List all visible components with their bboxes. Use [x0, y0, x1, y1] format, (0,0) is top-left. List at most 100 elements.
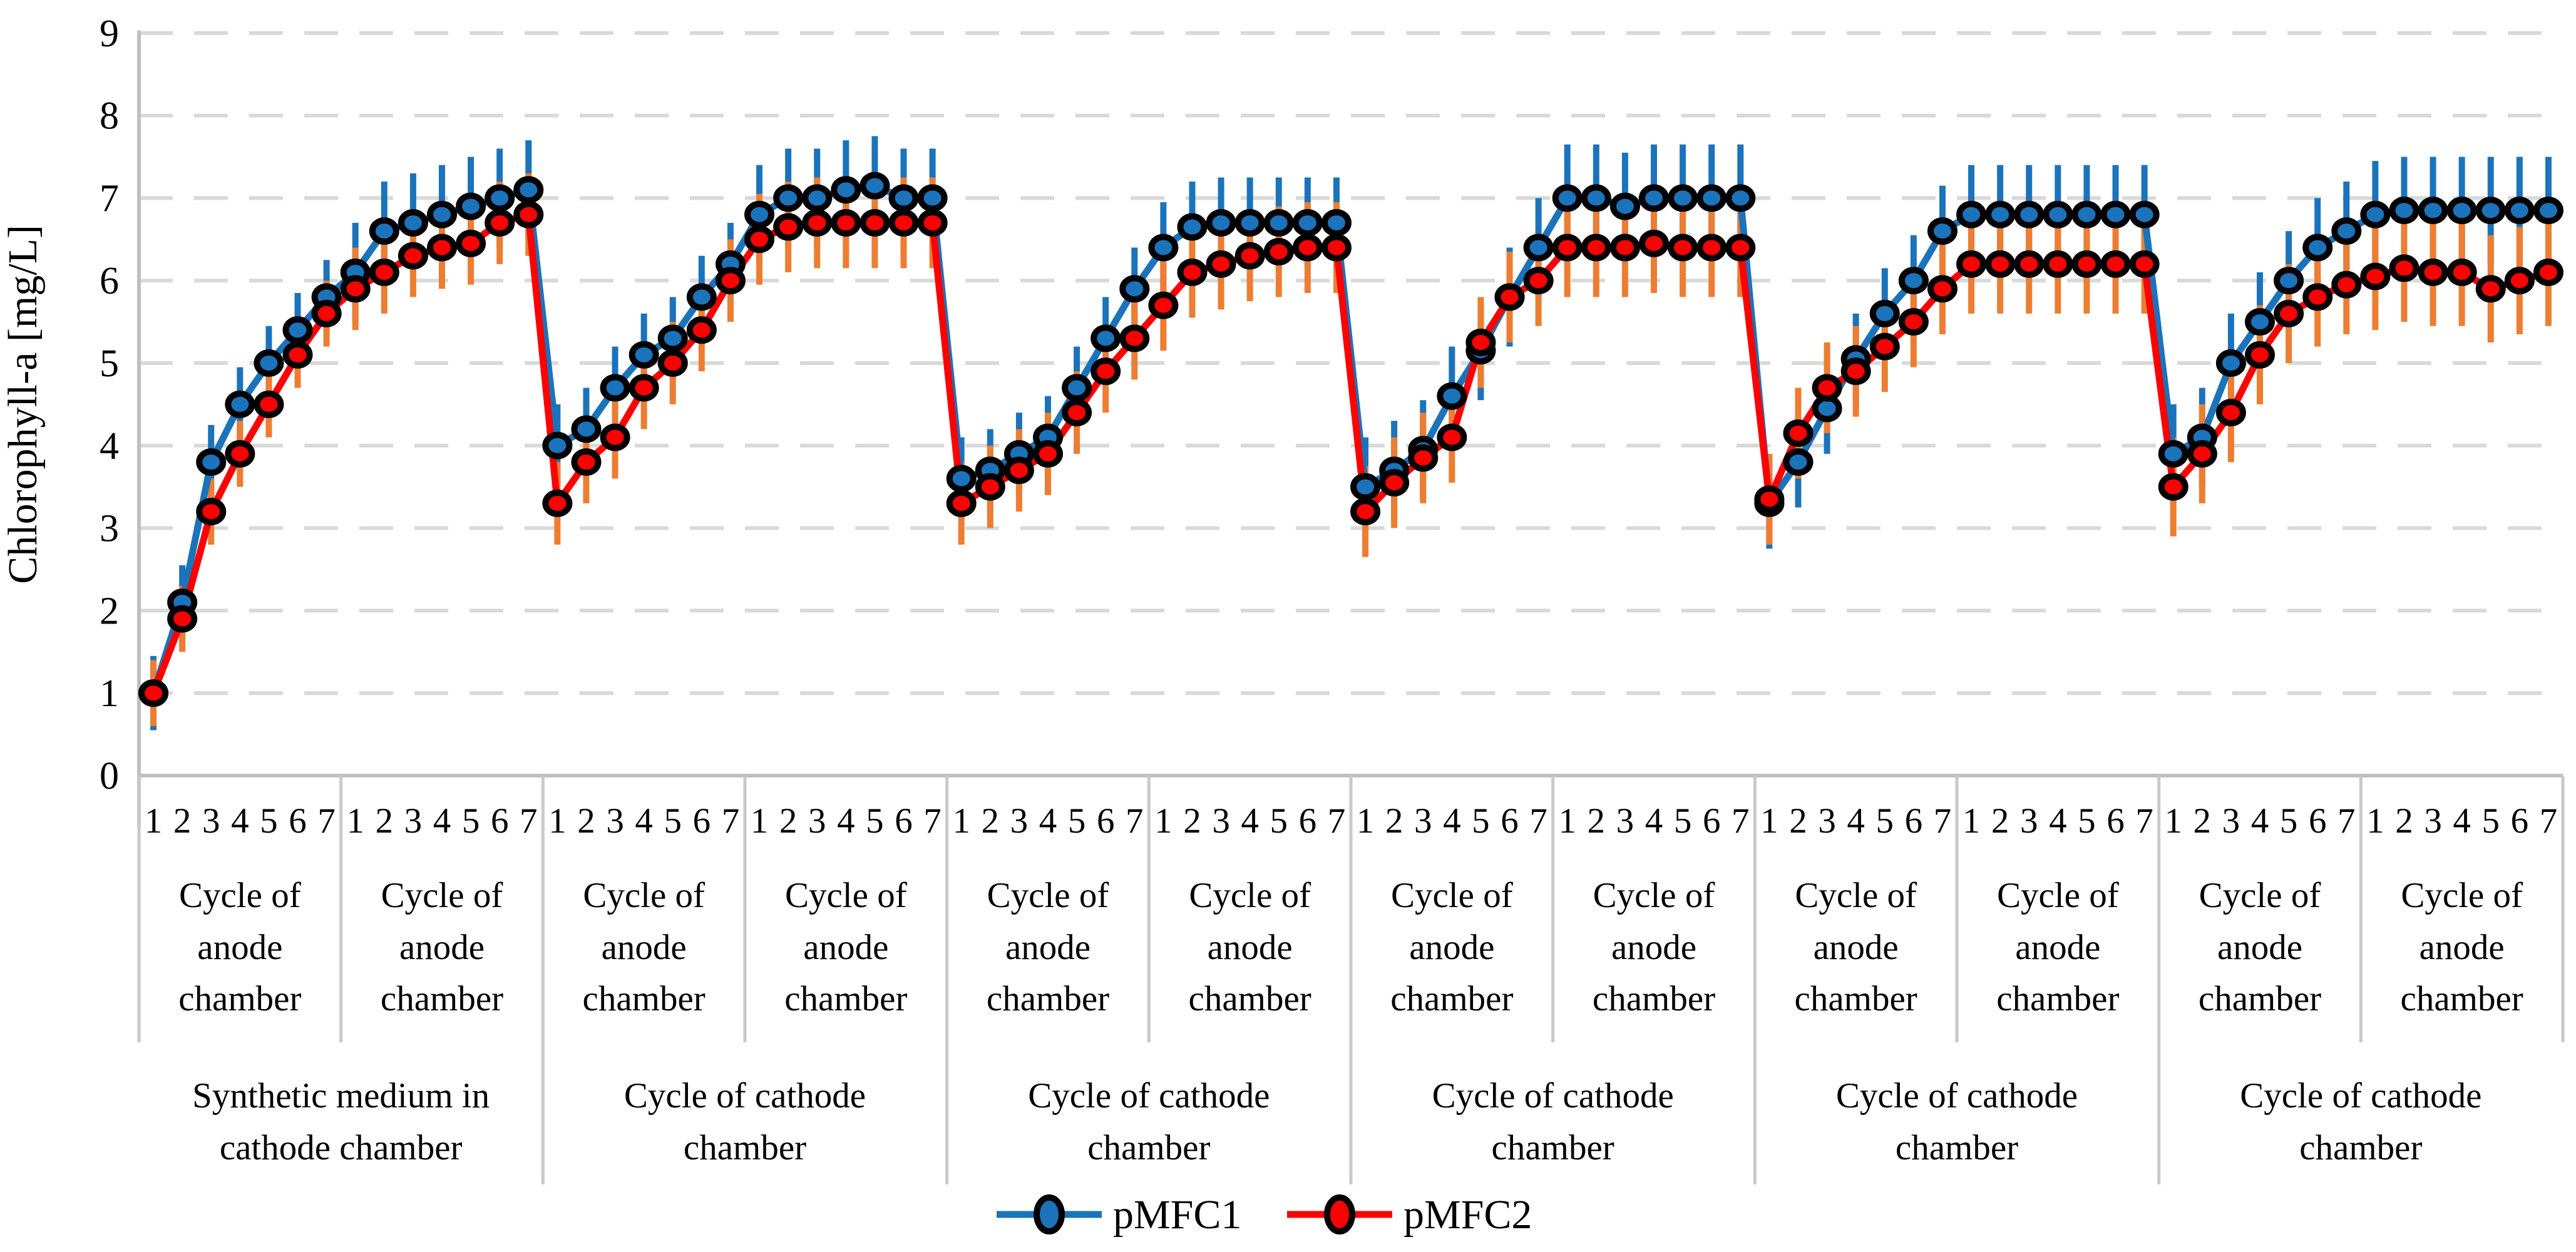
data-point-pmfc1	[1062, 374, 1092, 402]
data-point-pmfc2	[1090, 357, 1121, 386]
data-point-pmfc2	[1350, 498, 1381, 526]
x-point-label: 1	[1760, 801, 1778, 841]
group-label-line: anode	[1005, 928, 1090, 967]
y-tick-label: 8	[100, 95, 119, 138]
legend-label-pmfc1: pMFC1	[1113, 1192, 1241, 1238]
group-label-line: Cycle of	[987, 876, 1109, 915]
data-point-pmfc1	[1263, 208, 1294, 237]
x-point-label: 4	[433, 801, 451, 841]
x-point-label: 3	[1212, 801, 1230, 841]
data-point-pmfc2	[1639, 229, 1669, 257]
data-point-pmfc2	[2129, 250, 2160, 278]
data-point-pmfc1	[225, 390, 255, 418]
data-point-pmfc1	[485, 184, 515, 212]
x-point-label: 4	[1645, 801, 1663, 841]
data-point-pmfc1	[1668, 184, 1698, 212]
data-point-pmfc2	[1725, 233, 1756, 262]
legend: pMFC1 pMFC2	[997, 1192, 1532, 1238]
data-point-pmfc1	[513, 176, 544, 204]
data-point-pmfc2	[2504, 267, 2535, 295]
x-point-label: 7	[2337, 801, 2356, 841]
data-point-pmfc1	[1639, 184, 1669, 212]
data-point-pmfc1	[2245, 308, 2275, 336]
y-tick-label: 1	[100, 672, 119, 715]
group-label-line: Cycle of	[179, 876, 301, 915]
group-label-line: Cycle of	[1795, 876, 1917, 915]
x-point-label: 4	[2251, 801, 2269, 841]
pair-label-line: cathode chamber	[220, 1128, 463, 1167]
data-point-pmfc2	[2158, 473, 2189, 501]
data-point-layer	[138, 172, 2563, 707]
group-label-line: anode	[1814, 928, 1899, 967]
data-point-pmfc2	[1668, 233, 1698, 262]
x-point-label: 7	[1328, 801, 1346, 841]
x-point-label: 6	[1905, 801, 1923, 841]
data-point-pmfc1	[456, 192, 486, 220]
data-point-pmfc2	[1177, 259, 1208, 287]
category-divider-layer	[137, 776, 2565, 1184]
x-point-label: 3	[1818, 801, 1836, 841]
x-point-label: 7	[1529, 801, 1547, 841]
data-point-pmfc2	[1840, 357, 1871, 386]
group-label-line: Cycle of	[1593, 876, 1715, 915]
data-point-pmfc1	[196, 448, 227, 476]
data-point-pmfc2	[2245, 341, 2275, 369]
x-point-label: 3	[2222, 801, 2240, 841]
x-point-label: 6	[1501, 801, 1519, 841]
data-point-pmfc1	[1234, 208, 1265, 237]
data-point-pmfc2	[715, 267, 746, 295]
pair-label-line: Cycle of cathode	[1432, 1076, 1674, 1116]
data-point-pmfc1	[1119, 275, 1150, 303]
data-point-pmfc2	[686, 316, 717, 344]
data-point-pmfc2	[571, 448, 602, 476]
data-point-pmfc1	[802, 184, 833, 212]
y-tick-label: 3	[100, 508, 119, 550]
data-point-pmfc1	[2274, 267, 2304, 295]
data-point-pmfc1	[1783, 448, 1814, 476]
data-point-pmfc2	[167, 605, 198, 633]
data-point-pmfc1	[427, 200, 457, 228]
pair-label-line: Cycle of cathode	[1028, 1076, 1270, 1116]
x-point-label: 6	[289, 801, 307, 841]
data-point-pmfc1	[1177, 213, 1208, 241]
data-point-pmfc2	[1523, 267, 1554, 295]
x-point-label: 3	[606, 801, 624, 841]
data-point-pmfc2	[1696, 233, 1727, 262]
x-point-label: 4	[1443, 801, 1461, 841]
data-point-pmfc2	[1783, 419, 1814, 448]
group-label-line: Cycle of	[583, 876, 705, 915]
data-point-pmfc1	[2215, 349, 2246, 377]
x-point-label: 3	[202, 801, 220, 841]
y-tick-label: 0	[100, 755, 119, 798]
x-point-label: 5	[664, 801, 682, 841]
x-point-label: 3	[404, 801, 423, 841]
data-point-pmfc2	[2100, 250, 2131, 278]
pair-label-line: chamber	[1087, 1128, 1210, 1167]
data-point-pmfc1	[600, 374, 630, 402]
group-label-line: chamber	[1189, 979, 1311, 1019]
data-point-pmfc2	[1003, 456, 1034, 485]
data-point-pmfc2	[1379, 469, 1410, 497]
x-point-label: 2	[577, 801, 595, 841]
data-point-pmfc1	[1725, 184, 1756, 212]
x-point-label: 7	[923, 801, 942, 841]
x-point-label: 5	[2482, 801, 2500, 841]
data-point-pmfc2	[282, 341, 313, 369]
data-point-pmfc1	[1321, 208, 1352, 237]
data-point-pmfc2	[629, 374, 659, 402]
data-point-pmfc1	[888, 184, 919, 212]
group-label-line: chamber	[1390, 979, 1513, 1019]
data-point-pmfc2	[831, 208, 861, 237]
group-label-line: Cycle of	[2401, 876, 2523, 915]
data-point-pmfc2	[773, 213, 804, 241]
data-point-pmfc1	[1956, 200, 1987, 228]
group-label-line: chamber	[2199, 979, 2321, 1019]
data-point-pmfc1	[2504, 197, 2535, 225]
x-point-label: 7	[2135, 801, 2153, 841]
pair-label-line: chamber	[684, 1128, 806, 1167]
x-point-label: 7	[2540, 801, 2558, 841]
group-label-line: Cycle of	[1189, 876, 1311, 915]
data-point-pmfc2	[311, 299, 342, 327]
data-point-pmfc1	[2100, 200, 2131, 228]
data-point-pmfc2	[860, 208, 890, 237]
